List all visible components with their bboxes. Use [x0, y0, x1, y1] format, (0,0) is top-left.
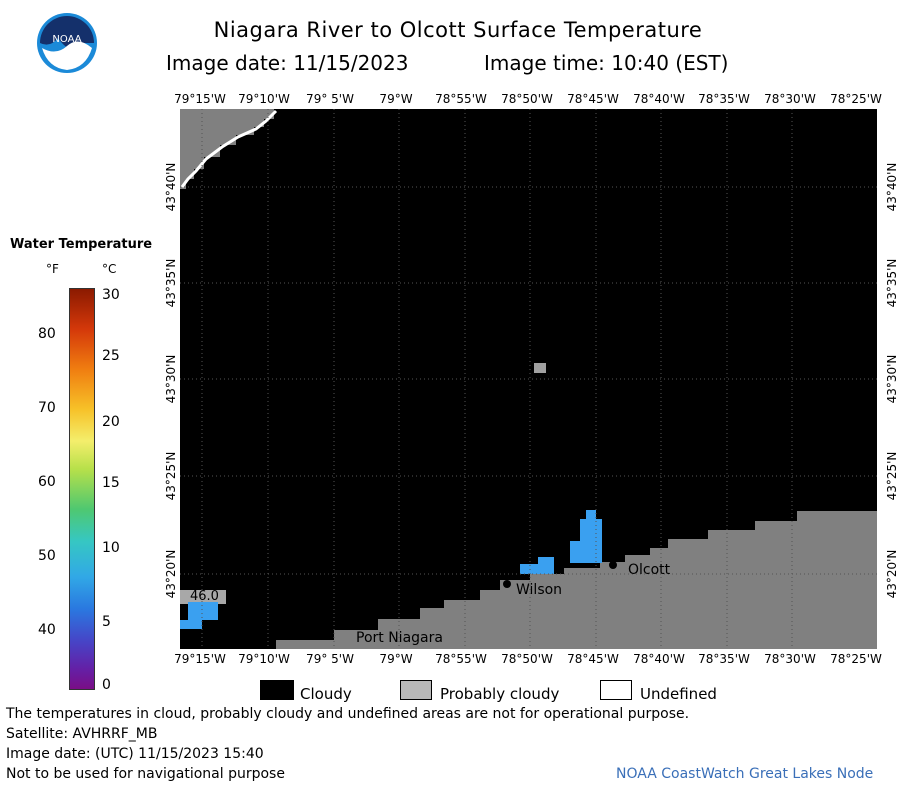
- place-port-niagara: Port Niagara: [356, 630, 443, 646]
- bottom-lon-label: 78°50'W: [501, 652, 553, 666]
- colorbar-tick-f: 40: [38, 622, 56, 638]
- legend-swatch-cloudy: [260, 680, 294, 700]
- bottom-lon-label: 79°10'W: [238, 652, 290, 666]
- utc-date-text: Image date: (UTC) 11/15/2023 15:40: [6, 746, 264, 762]
- land-northwest: [180, 109, 274, 189]
- colorbar-tick-f: 70: [38, 400, 56, 416]
- water-temp-patch-west-2: [180, 620, 202, 629]
- top-lon-label: 79°15'W: [174, 92, 226, 106]
- top-lon-label: 79°10'W: [238, 92, 290, 106]
- wilson-marker: [503, 580, 511, 588]
- right-lat-label: 43°25'N: [885, 451, 899, 501]
- credit-text: NOAA CoastWatch Great Lakes Node: [616, 766, 874, 782]
- bottom-lon-label: 78°30'W: [764, 652, 816, 666]
- colorbar-tick-c: 15: [102, 475, 120, 491]
- top-lon-label: 78°55'W: [435, 92, 487, 106]
- legend-swatch-undefined: [600, 680, 632, 700]
- water-temp-patch-olcott-3: [586, 510, 596, 520]
- colorbar-tick-c: 20: [102, 414, 120, 430]
- top-lon-label: 78°25'W: [830, 92, 882, 106]
- top-lon-label: 78°40'W: [633, 92, 685, 106]
- left-lat-label: 43°20'N: [164, 549, 178, 599]
- colorbar: [69, 288, 95, 690]
- left-lat-label: 43°30'N: [164, 354, 178, 404]
- olcott-marker: [609, 561, 617, 569]
- page-title: Niagara River to Olcott Surface Temperat…: [213, 18, 703, 42]
- undefined-shore-nw: [180, 109, 278, 188]
- colorbar-tick-f: 50: [38, 548, 56, 564]
- graticule: [180, 109, 877, 649]
- legend-cloudy: Cloudy: [300, 685, 352, 703]
- noaa-logo-text: NOAA: [52, 34, 81, 45]
- bottom-lon-label: 78°45'W: [567, 652, 619, 666]
- temperature-map: Olcott Wilson Port Niagara 46.0: [180, 109, 877, 649]
- colorbar-tick-c: 10: [102, 540, 120, 556]
- top-lon-label: 78°45'W: [567, 92, 619, 106]
- bottom-lon-label: 78°40'W: [633, 652, 685, 666]
- top-lon-label: 78°35'W: [698, 92, 750, 106]
- water-temp-patch-olcott: [570, 541, 602, 563]
- probably-cloudy-west: [180, 590, 226, 604]
- left-lat-label: 43°25'N: [164, 451, 178, 501]
- temp-readout: 46.0: [190, 589, 219, 604]
- bottom-lon-label: 78°55'W: [435, 652, 487, 666]
- colorbar-tick-c: 0: [102, 677, 111, 693]
- water-temp-patch-wilson: [520, 564, 554, 574]
- water-temp-patch-wilson-2: [538, 557, 554, 565]
- colorbar-title: Water Temperature: [10, 237, 153, 252]
- legend-swatch-probably-cloudy: [400, 680, 432, 700]
- top-lon-label: 79° 5'W: [306, 92, 354, 106]
- colorbar-tick-c: 5: [102, 614, 111, 630]
- colorbar-tick-c: 25: [102, 348, 120, 364]
- right-lat-label: 43°40'N: [885, 162, 899, 212]
- top-lon-label: 78°30'W: [764, 92, 816, 106]
- top-lon-label: 79°W: [379, 92, 413, 106]
- colorbar-tick-f: 80: [38, 326, 56, 342]
- right-lat-label: 43°30'N: [885, 354, 899, 404]
- bottom-lon-label: 79°W: [379, 652, 413, 666]
- bottom-lon-label: 79°15'W: [174, 652, 226, 666]
- satellite-text: Satellite: AVHRRF_MB: [6, 726, 158, 742]
- noaa-logo: NOAA: [36, 12, 98, 74]
- bottom-lon-label: 78°25'W: [830, 652, 882, 666]
- bottom-lon-label: 79° 5'W: [306, 652, 354, 666]
- water-temp-patch-west: [188, 602, 218, 620]
- place-olcott: Olcott: [628, 562, 671, 578]
- colorbar-tick-c: 30: [102, 287, 120, 303]
- water-temp-patch-olcott-2: [580, 519, 602, 541]
- colorbar-tick-f: 60: [38, 474, 56, 490]
- right-lat-label: 43°35'N: [885, 258, 899, 308]
- bottom-lon-label: 78°35'W: [698, 652, 750, 666]
- legend-undefined: Undefined: [640, 685, 717, 703]
- disclaimer-text: The temperatures in cloud, probably clou…: [6, 706, 690, 722]
- left-lat-label: 43°40'N: [164, 162, 178, 212]
- colorbar-unit-c: °C: [102, 262, 117, 276]
- colorbar-unit-f: °F: [46, 262, 59, 276]
- place-wilson: Wilson: [516, 582, 562, 598]
- image-date: Image date: 11/15/2023: [166, 51, 409, 75]
- legend-probably-cloudy: Probably cloudy: [440, 685, 560, 703]
- probably-cloudy-patch: [534, 363, 546, 373]
- top-lon-label: 78°50'W: [501, 92, 553, 106]
- left-lat-label: 43°35'N: [164, 258, 178, 308]
- image-time: Image time: 10:40 (EST): [484, 51, 729, 75]
- right-lat-label: 43°20'N: [885, 549, 899, 599]
- nav-warning-text: Not to be used for navigational purpose: [6, 766, 285, 782]
